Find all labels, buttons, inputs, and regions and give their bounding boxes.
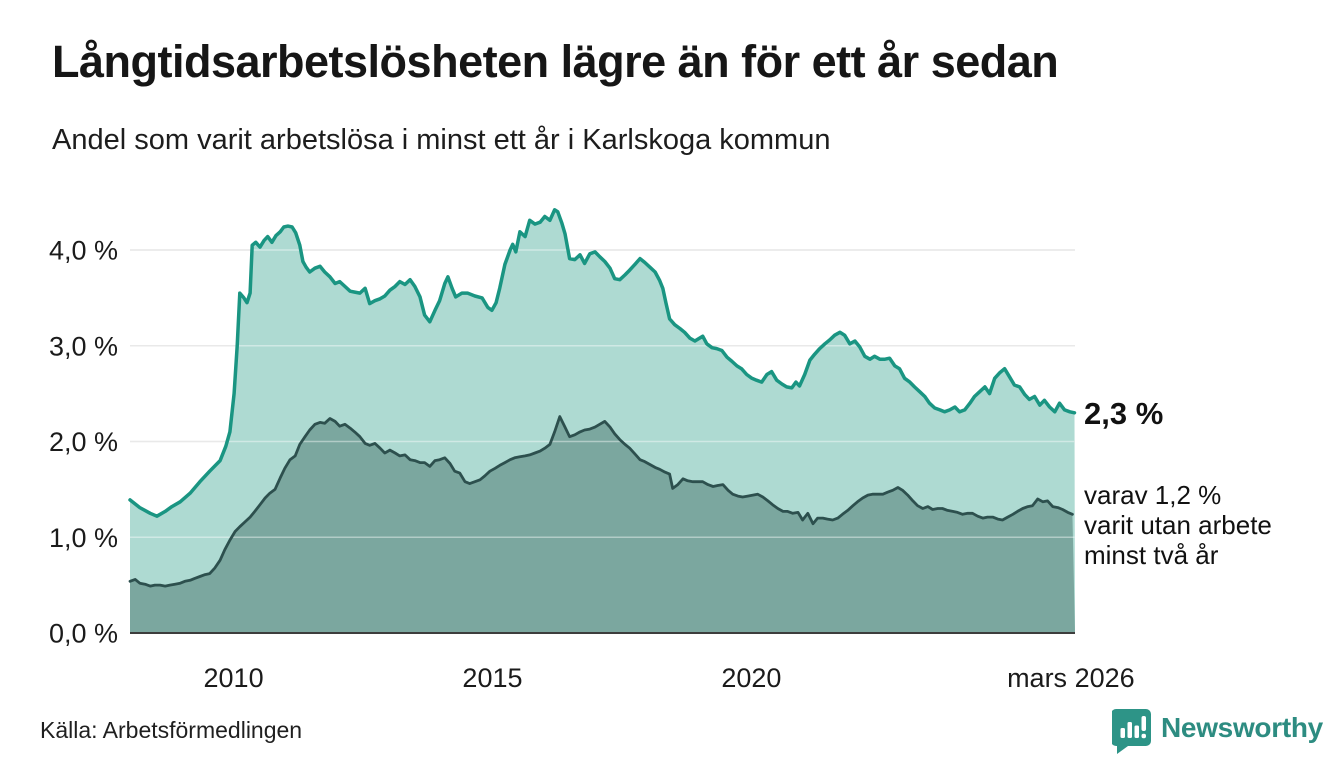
latest-value-label: 2,3 %	[1084, 396, 1163, 431]
newsworthy-wordmark: Newsworthy	[1161, 712, 1323, 743]
y-tick-label: 0,0 %	[49, 619, 118, 649]
x-tick-label: 2010	[204, 663, 264, 693]
x-tick-label: 2020	[721, 663, 781, 693]
two-year-note-line: varit utan arbete	[1084, 510, 1272, 540]
source-note: Källa: Arbetsförmedlingen	[40, 717, 303, 743]
y-tick-label: 3,0 %	[49, 331, 118, 361]
y-tick-label: 1,0 %	[49, 523, 118, 553]
two-year-note-line: varav 1,2 %	[1084, 480, 1221, 510]
y-tick-label: 2,0 %	[49, 427, 118, 457]
logo-bar-medium	[1134, 725, 1139, 738]
logo-bar-tall	[1127, 722, 1132, 738]
x-tick-label: 2015	[462, 663, 522, 693]
y-tick-label: 4,0 %	[49, 236, 118, 266]
newsworthy-logo-icon	[1112, 709, 1151, 754]
page-subtitle: Andel som varit arbetslösa i minst ett å…	[52, 124, 831, 156]
two-year-note-line: minst två år	[1084, 540, 1219, 570]
newsworthy-branding: Newsworthy	[1112, 708, 1323, 756]
logo-bar-short	[1120, 728, 1125, 738]
logo-exclamation-stem	[1141, 716, 1146, 731]
total-series-line	[128, 208, 1077, 518]
two-year-series-line	[128, 415, 1074, 588]
two-year-series-area	[130, 416, 1075, 633]
x-tick-label: mars 2026	[1007, 663, 1135, 693]
logo-exclamation-dot	[1141, 733, 1146, 739]
page-title: Långtidsarbetslösheten lägre än för ett …	[52, 36, 1059, 87]
